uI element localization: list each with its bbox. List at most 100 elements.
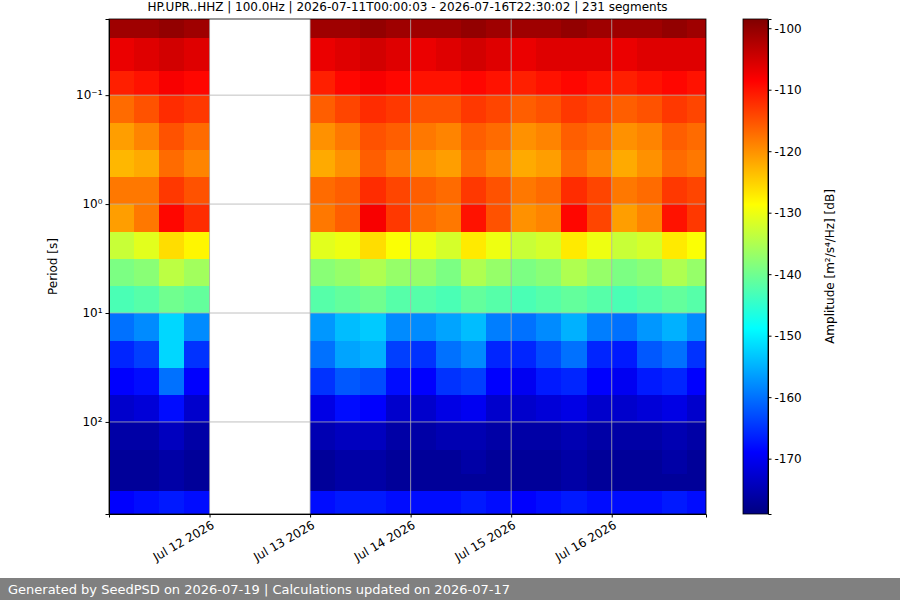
colorbar-tick-mark: [768, 336, 772, 337]
cell: [561, 259, 587, 286]
colorbar-tick: -100: [768, 22, 802, 36]
cell: [109, 232, 135, 260]
cell: [511, 95, 537, 123]
cell: [436, 38, 462, 71]
grid-line: [410, 19, 411, 514]
cell: [687, 123, 706, 151]
cell: [184, 259, 210, 286]
cell: [184, 422, 210, 450]
cell: [134, 313, 160, 341]
cell: [587, 38, 613, 71]
x-tick-mark: [612, 514, 613, 518]
cell: [184, 204, 210, 232]
cell: [159, 38, 185, 71]
cell: [310, 313, 336, 341]
cell: [436, 368, 462, 395]
cell: [687, 450, 706, 475]
cell: [184, 450, 210, 475]
colorbar-tick-mark: [768, 397, 772, 398]
cell: [486, 232, 512, 260]
cell: [486, 395, 512, 423]
cell: [436, 71, 462, 96]
cell: [587, 177, 613, 205]
cell: [335, 177, 361, 205]
cell: [436, 177, 462, 205]
y-tick-mark: [106, 204, 110, 205]
cell: [386, 19, 412, 39]
cell: [612, 71, 638, 96]
cell: [310, 341, 336, 369]
x-tick-label: Jul 16 2026: [552, 518, 619, 565]
cell: [411, 341, 437, 369]
cell: [587, 95, 613, 123]
cell: [159, 95, 185, 123]
y-axis-line: [106, 20, 110, 515]
cell: [386, 177, 412, 205]
colorbar-tick-label: -170: [775, 452, 802, 466]
x-tick: Jul 14 2026: [351, 514, 418, 565]
cell: [662, 286, 688, 314]
x-tick-label: Jul 15 2026: [452, 518, 519, 565]
cell: [561, 450, 587, 475]
cell: [687, 474, 706, 492]
colorbar-tick-label: -130: [775, 206, 802, 220]
y-tick: 10⁰: [82, 197, 109, 211]
colorbar-title: Amplitude [m²/s⁴/Hz] [dB]: [823, 189, 837, 344]
cell: [536, 38, 562, 71]
cell: [486, 19, 512, 39]
colorbar-tick-label: -150: [775, 329, 802, 343]
cell: [360, 491, 386, 514]
cell: [511, 368, 537, 395]
cell: [687, 313, 706, 341]
cell: [310, 232, 336, 260]
cell: [134, 368, 160, 395]
colorbar-tick-mark: [768, 28, 772, 29]
cell: [561, 313, 587, 341]
cell: [184, 71, 210, 96]
cell: [436, 232, 462, 260]
cell: [461, 123, 487, 151]
cell: [637, 286, 663, 314]
cell: [486, 177, 512, 205]
cell: [335, 368, 361, 395]
x-tick: Jul 16 2026: [552, 514, 619, 565]
cell: [662, 38, 688, 71]
grid-line: [511, 19, 512, 514]
cell: [687, 177, 706, 205]
cell: [561, 368, 587, 395]
cell: [536, 123, 562, 151]
cell: [386, 395, 412, 423]
x-tick-label: Jul 12 2026: [150, 518, 217, 565]
plot-frame: [109, 19, 706, 514]
cell: [536, 150, 562, 177]
cell: [662, 150, 688, 177]
cell: [335, 450, 361, 475]
colorbar-tick: -130: [768, 206, 802, 220]
cell: [159, 450, 185, 475]
cell: [587, 313, 613, 341]
cell: [109, 341, 135, 369]
colorbar-tick-label: -110: [775, 83, 802, 97]
cell: [134, 123, 160, 151]
cell: [436, 123, 462, 151]
cell: [134, 38, 160, 71]
colorbar-tick-mark: [768, 213, 772, 214]
cell: [184, 232, 210, 260]
cell: [134, 71, 160, 96]
cell: [109, 313, 135, 341]
colorbar: [743, 19, 768, 514]
cell: [184, 177, 210, 205]
cell: [184, 491, 210, 514]
cell: [612, 123, 638, 151]
cell: [486, 450, 512, 475]
y-tick-label: 10⁻¹: [76, 88, 103, 102]
cell: [662, 19, 688, 39]
cell: [360, 232, 386, 260]
colorbar-tick-mark: [768, 459, 772, 460]
grid-line: [109, 313, 706, 314]
grid-line: [310, 19, 311, 514]
cell: [612, 341, 638, 369]
cell: [461, 71, 487, 96]
cell: [511, 450, 537, 475]
cell: [360, 395, 386, 423]
